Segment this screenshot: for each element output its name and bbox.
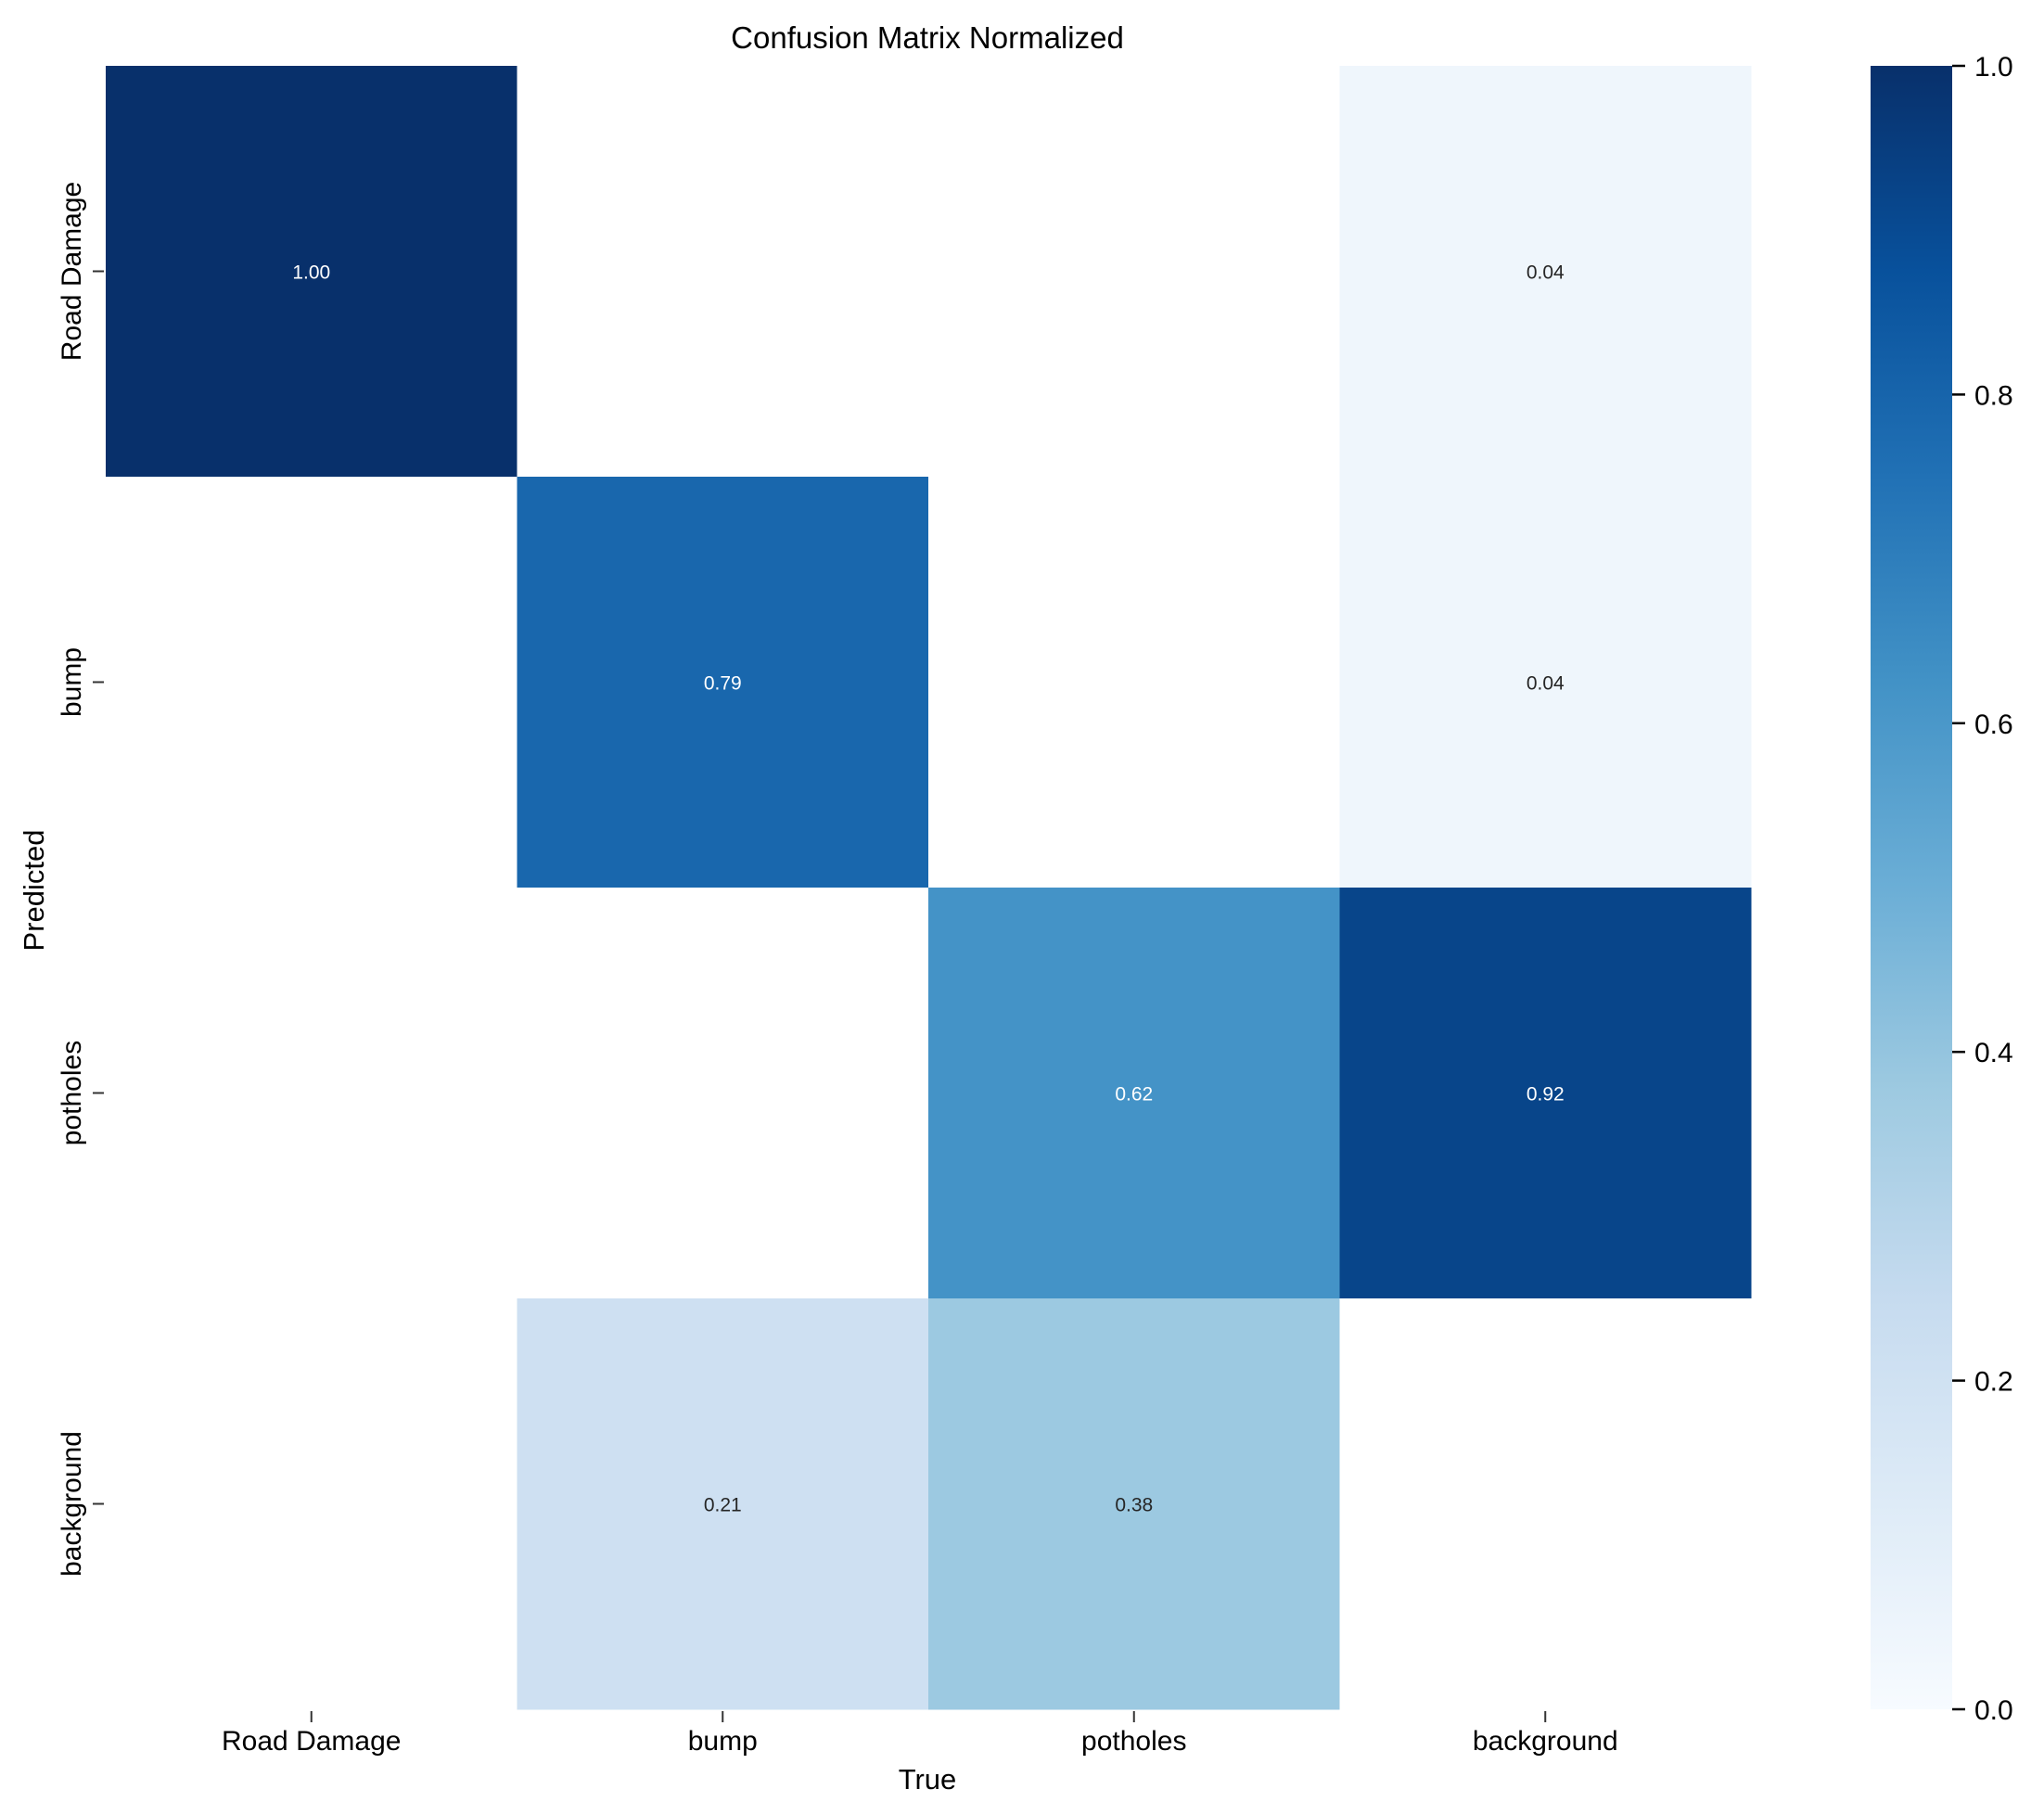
cell-value-label: 0.21 bbox=[704, 1495, 742, 1516]
y-axis: Road Damage bump potholes background bbox=[57, 182, 104, 1577]
colorbar-ticks: 0.0 0.2 0.4 0.6 0.8 1.0 bbox=[1952, 52, 2013, 1726]
heatmap-cell bbox=[517, 1298, 929, 1710]
x-axis-label: True bbox=[899, 1763, 957, 1796]
cell-value-label: 0.38 bbox=[1115, 1495, 1153, 1516]
heatmap-cell bbox=[928, 1298, 1340, 1710]
heatmap-cells bbox=[106, 66, 1752, 1710]
y-tick-label: Road Damage bbox=[57, 182, 87, 361]
x-tick-label: Road Damage bbox=[222, 1726, 401, 1757]
heatmap-cell bbox=[517, 66, 929, 478]
cell-value-label: 0.62 bbox=[1115, 1084, 1153, 1106]
heatmap-cell bbox=[928, 888, 1340, 1299]
chart-title: Confusion Matrix Normalized bbox=[731, 20, 1124, 55]
heatmap-cell bbox=[1339, 1298, 1752, 1710]
heatmap-cell bbox=[928, 66, 1340, 478]
heatmap-cell bbox=[106, 888, 517, 1299]
y-tick-label: bump bbox=[57, 647, 87, 717]
colorbar-tick-label: 0.6 bbox=[1974, 709, 2013, 740]
heatmap-cell bbox=[517, 477, 929, 888]
colorbar-tick-label: 0.0 bbox=[1974, 1695, 2013, 1726]
colorbar-tick-label: 0.8 bbox=[1974, 380, 2013, 411]
colorbar-tick-label: 0.4 bbox=[1974, 1038, 2013, 1068]
colorbar-tick-label: 1.0 bbox=[1974, 52, 2013, 83]
y-tick-label: background bbox=[57, 1431, 87, 1577]
cell-value-label: 0.79 bbox=[704, 673, 742, 695]
heatmap-cell bbox=[106, 66, 517, 478]
cell-annotations: 1.00 0.04 0.79 0.04 0.62 0.92 0.21 0.38 bbox=[292, 262, 1565, 1516]
cell-value-label: 1.00 bbox=[292, 262, 330, 284]
y-tick-label: potholes bbox=[57, 1041, 87, 1145]
cell-value-label: 0.04 bbox=[1527, 673, 1565, 695]
x-axis: Road Damage bump potholes background bbox=[222, 1711, 1618, 1757]
x-tick-label: background bbox=[1473, 1726, 1618, 1757]
heatmap-cell bbox=[1339, 888, 1752, 1299]
heatmap-cell bbox=[1339, 477, 1752, 888]
colorbar bbox=[1871, 66, 1952, 1709]
heatmap-cell bbox=[1339, 66, 1752, 478]
x-tick-label: bump bbox=[688, 1726, 758, 1757]
y-axis-label: Predicted bbox=[18, 830, 50, 952]
cell-value-label: 0.92 bbox=[1527, 1084, 1565, 1106]
heatmap-cell bbox=[106, 1298, 517, 1710]
x-tick-label: potholes bbox=[1081, 1726, 1186, 1757]
heatmap-cell bbox=[928, 477, 1340, 888]
heatmap-cell bbox=[517, 888, 929, 1299]
colorbar-tick-label: 0.2 bbox=[1974, 1367, 2013, 1398]
cell-value-label: 0.04 bbox=[1527, 262, 1565, 284]
heatmap-cell bbox=[106, 477, 517, 888]
